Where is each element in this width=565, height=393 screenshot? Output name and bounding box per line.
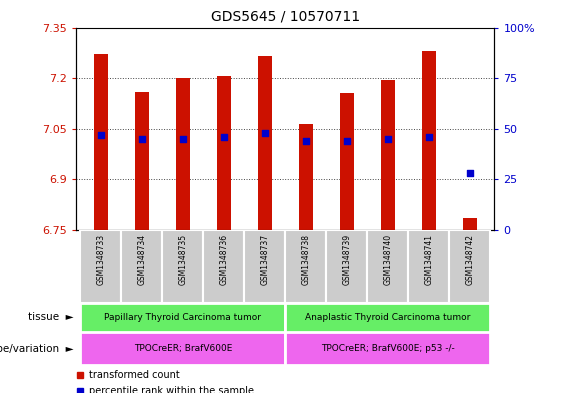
Bar <box>80 303 285 332</box>
Point <box>383 136 392 142</box>
Title: GDS5645 / 10570711: GDS5645 / 10570711 <box>211 9 360 24</box>
Text: transformed count: transformed count <box>89 370 180 380</box>
Bar <box>327 230 367 303</box>
Point <box>219 134 228 140</box>
Bar <box>421 51 436 230</box>
Point <box>137 136 146 142</box>
Text: Anaplastic Thyroid Carcinoma tumor: Anaplastic Thyroid Carcinoma tumor <box>305 313 471 322</box>
Bar <box>381 80 395 230</box>
Bar <box>80 332 285 365</box>
Text: GSM1348738: GSM1348738 <box>301 233 310 285</box>
Text: GSM1348741: GSM1348741 <box>424 233 433 285</box>
Text: GSM1348737: GSM1348737 <box>260 233 270 285</box>
Text: Papillary Thyroid Carcinoma tumor: Papillary Thyroid Carcinoma tumor <box>105 313 262 322</box>
Text: tissue  ►: tissue ► <box>28 312 73 322</box>
Text: GSM1348740: GSM1348740 <box>383 233 392 285</box>
Bar <box>94 55 108 230</box>
Point <box>260 130 270 136</box>
Text: GSM1348739: GSM1348739 <box>342 233 351 285</box>
Text: GSM1348735: GSM1348735 <box>179 233 188 285</box>
Point <box>424 134 433 140</box>
Point <box>465 170 474 176</box>
Bar <box>258 56 272 230</box>
Text: GSM1348734: GSM1348734 <box>137 233 146 285</box>
Text: genotype/variation  ►: genotype/variation ► <box>0 344 73 354</box>
Bar <box>121 230 162 303</box>
Text: TPOCreER; BrafV600E: TPOCreER; BrafV600E <box>134 344 232 353</box>
Bar <box>285 332 490 365</box>
Text: GSM1348736: GSM1348736 <box>219 233 228 285</box>
Text: TPOCreER; BrafV600E; p53 -/-: TPOCreER; BrafV600E; p53 -/- <box>321 344 455 353</box>
Bar <box>463 218 477 230</box>
Bar <box>162 230 203 303</box>
Point <box>97 132 106 138</box>
Bar <box>176 78 190 230</box>
Bar <box>408 230 449 303</box>
Text: GSM1348742: GSM1348742 <box>466 233 474 285</box>
Bar <box>244 230 285 303</box>
Bar <box>216 76 231 230</box>
Bar <box>203 230 244 303</box>
Bar <box>299 124 313 230</box>
Text: GSM1348733: GSM1348733 <box>97 233 105 285</box>
Bar <box>449 230 490 303</box>
Point <box>342 138 351 144</box>
Bar <box>285 303 490 332</box>
Bar <box>80 230 121 303</box>
Bar <box>340 93 354 230</box>
Point <box>179 136 188 142</box>
Bar <box>367 230 408 303</box>
Bar <box>285 230 327 303</box>
Bar <box>134 92 149 230</box>
Text: percentile rank within the sample: percentile rank within the sample <box>89 386 254 393</box>
Point <box>301 138 310 144</box>
